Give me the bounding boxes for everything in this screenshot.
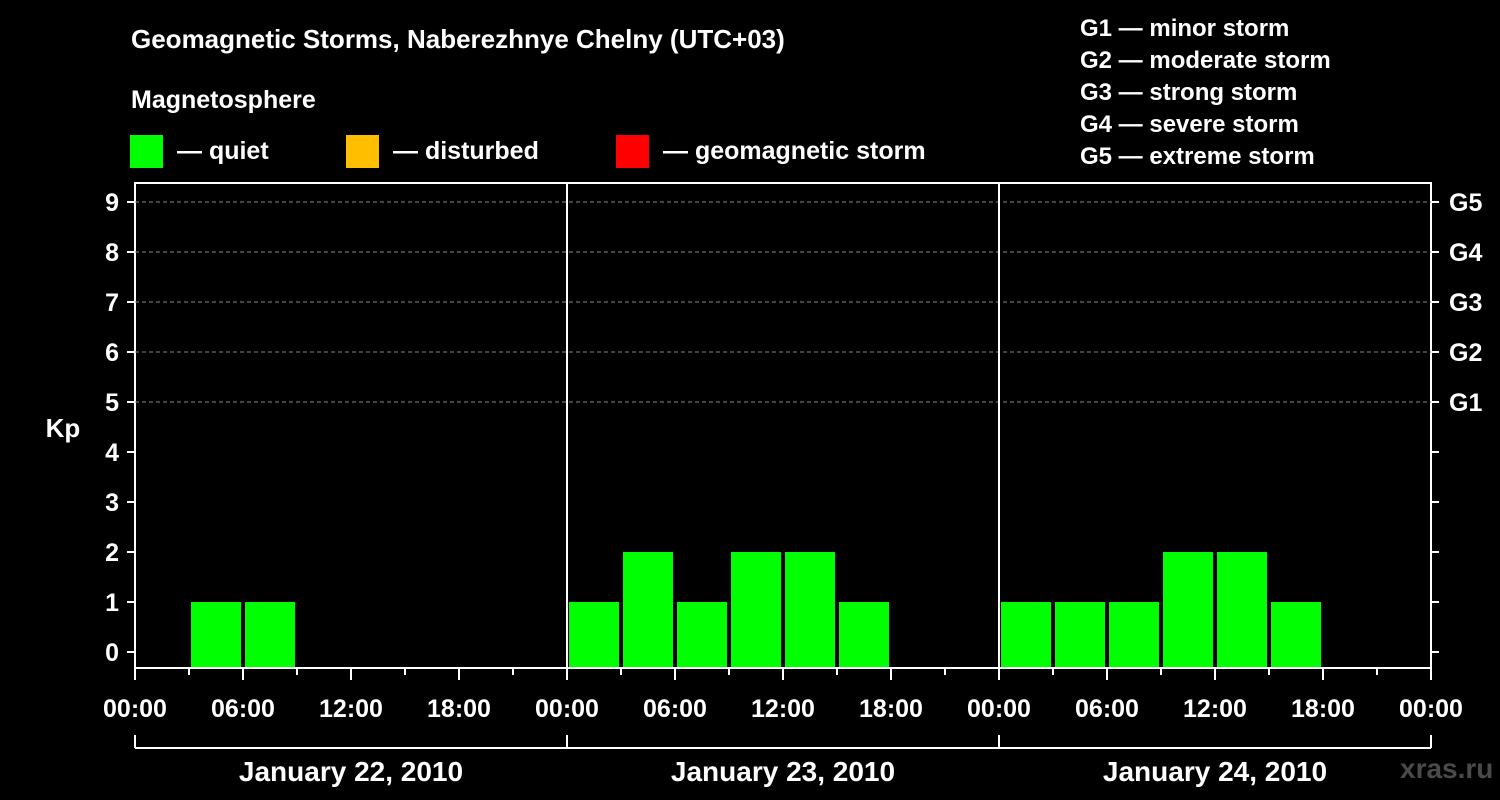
x-tick-label: 18:00 [1291, 695, 1355, 723]
y-tick-label: 7 [105, 289, 119, 317]
y-tick-label: 2 [105, 539, 119, 567]
x-tick-label: 06:00 [643, 695, 707, 723]
legend-swatch-quiet [130, 134, 163, 168]
x-tick-label: 06:00 [211, 695, 275, 723]
right-axis-label-g5: G5 [1449, 189, 1482, 217]
legend-swatch-disturbed [346, 134, 379, 168]
kp-bar [1271, 602, 1321, 667]
y-tick-label: 8 [105, 239, 119, 267]
kp-bar [569, 602, 619, 667]
watermark: xras.ru [1400, 753, 1494, 784]
kp-bar [1055, 602, 1105, 667]
legend-label-quiet: — quiet [177, 136, 269, 165]
x-tick-label: 12:00 [751, 695, 815, 723]
storm-scale-g3: G3 — strong storm [1080, 79, 1298, 106]
legend-swatch-storm [616, 134, 649, 168]
day-label: January 22, 2010 [239, 756, 463, 787]
storm-scale-g4: G4 — severe storm [1080, 111, 1299, 138]
kp-bar [1217, 552, 1267, 667]
chart-title: Geomagnetic Storms, Naberezhnye Chelny (… [131, 24, 785, 54]
right-axis-label-g4: G4 [1449, 239, 1482, 267]
x-tick-label: 06:00 [1075, 695, 1139, 723]
kp-bar [1109, 602, 1159, 667]
kp-bar [839, 602, 889, 667]
kp-bar [623, 552, 673, 667]
legend-item-quiet: — quiet [130, 134, 269, 168]
y-tick-label: 0 [105, 639, 119, 667]
storm-scale-g5: G5 — extreme storm [1080, 143, 1315, 170]
x-tick-label: 18:00 [427, 695, 491, 723]
x-tick-label: 00:00 [103, 695, 167, 723]
legend-label-disturbed: — disturbed [393, 136, 539, 165]
right-axis-label-g2: G2 [1449, 339, 1482, 367]
y-tick-label: 9 [105, 189, 119, 217]
kp-bar [677, 602, 727, 667]
storm-scale-g1: G1 — minor storm [1080, 15, 1290, 42]
kp-bar [191, 602, 241, 667]
legend-item-disturbed: — disturbed [346, 134, 539, 168]
legend-label-storm: — geomagnetic storm [663, 136, 926, 165]
right-axis-label-g3: G3 [1449, 289, 1482, 317]
x-tick-label: 12:00 [319, 695, 383, 723]
y-tick-label: 5 [105, 389, 119, 417]
y-tick-label: 4 [105, 439, 119, 467]
x-tick-label: 12:00 [1183, 695, 1247, 723]
kp-bar [245, 602, 295, 667]
y-tick-label: 6 [105, 339, 119, 367]
x-tick-label: 00:00 [535, 695, 599, 723]
kp-bar [785, 552, 835, 667]
y-axis-label: Kp [46, 413, 81, 443]
storm-scale-legend: G1 — minor storm G2 — moderate storm G3 … [1080, 13, 1331, 173]
x-tick-label: 18:00 [859, 695, 923, 723]
storm-scale-g2: G2 — moderate storm [1080, 47, 1331, 74]
x-tick-label: 00:00 [967, 695, 1031, 723]
kp-bar [731, 552, 781, 667]
y-tick-label: 1 [105, 589, 119, 617]
x-tick-label: 00:00 [1399, 695, 1463, 723]
kp-bar [1163, 552, 1213, 667]
day-label: January 23, 2010 [671, 756, 895, 787]
kp-bar [1001, 602, 1051, 667]
day-label: January 24, 2010 [1103, 756, 1327, 787]
y-tick-label: 3 [105, 489, 119, 517]
legend-subtitle: Magnetosphere [131, 86, 316, 114]
legend-item-storm: — geomagnetic storm [616, 134, 926, 168]
right-axis-label-g1: G1 [1449, 389, 1482, 417]
